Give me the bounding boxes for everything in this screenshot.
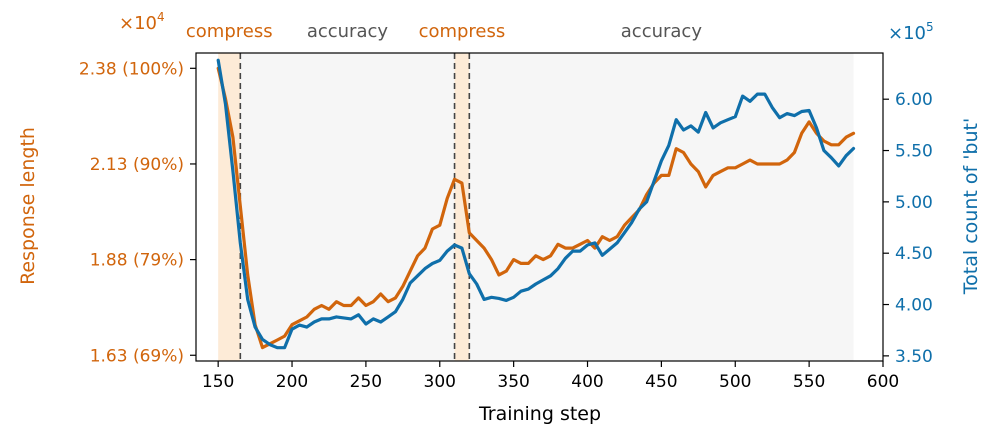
x-tick-label-200: 200: [276, 372, 308, 392]
response-length-line: [216, 66, 856, 350]
x-tick-label-400: 400: [571, 372, 603, 392]
x-tick-label-450: 450: [645, 372, 677, 392]
plot-frame: [195, 52, 884, 362]
x-tick-label-550: 550: [793, 372, 825, 392]
phase-band-compress-2: [454, 53, 470, 361]
x-tick-label-300: 300: [424, 372, 456, 392]
phase-label-accuracy-1: accuracy: [307, 21, 389, 42]
right-y-tick-label-3: 5.00: [895, 193, 933, 213]
phase-label-accuracy-3: accuracy: [621, 21, 703, 42]
left-y-tick-label-0: 1.63 (69%): [90, 346, 184, 366]
x-tick-label-350: 350: [497, 372, 529, 392]
left-axis-multiplier: ×104: [119, 10, 165, 34]
phase-shading-layer: [218, 53, 854, 361]
phase-label-layer: compress accuracy compress accuracy: [186, 21, 702, 42]
axes-layer: 150 200 250 300 350 400 450 500 550 600 1.63 (69%)…: [79, 52, 933, 392]
left-y-tick-label-3: 2.38 (100%): [79, 59, 184, 79]
left-y-tick-label-1: 1.88 (79%): [90, 251, 184, 271]
phase-label-compress-0: compress: [186, 21, 273, 42]
phase-band-accuracy-3: [469, 53, 854, 361]
x-axis-label: Training step: [478, 403, 601, 425]
left-y-tick-label-2: 2.13 (90%): [90, 155, 184, 175]
x-tick-label-250: 250: [350, 372, 382, 392]
right-y-tick-label-4: 5.50: [895, 142, 933, 162]
right-y-axis-label: Total count of 'but': [960, 118, 982, 295]
but-count-line: [216, 58, 856, 350]
phase-band-compress-0: [218, 53, 241, 361]
right-axis-multiplier: ×105: [888, 20, 934, 44]
x-tick-label-600: 600: [867, 372, 899, 392]
right-y-tick-label-5: 6.00: [895, 90, 933, 110]
phase-band-accuracy-1: [240, 53, 455, 361]
right-y-tick-label-2: 4.50: [895, 244, 933, 264]
x-tick-label-150: 150: [202, 372, 234, 392]
right-y-tick-label-1: 4.00: [895, 296, 933, 316]
right-y-tick-label-0: 3.50: [895, 347, 933, 367]
x-tick-label-500: 500: [719, 372, 751, 392]
phase-label-compress-2: compress: [419, 21, 506, 42]
series-layer: [216, 58, 856, 350]
left-y-axis-label: Response length: [17, 127, 39, 285]
